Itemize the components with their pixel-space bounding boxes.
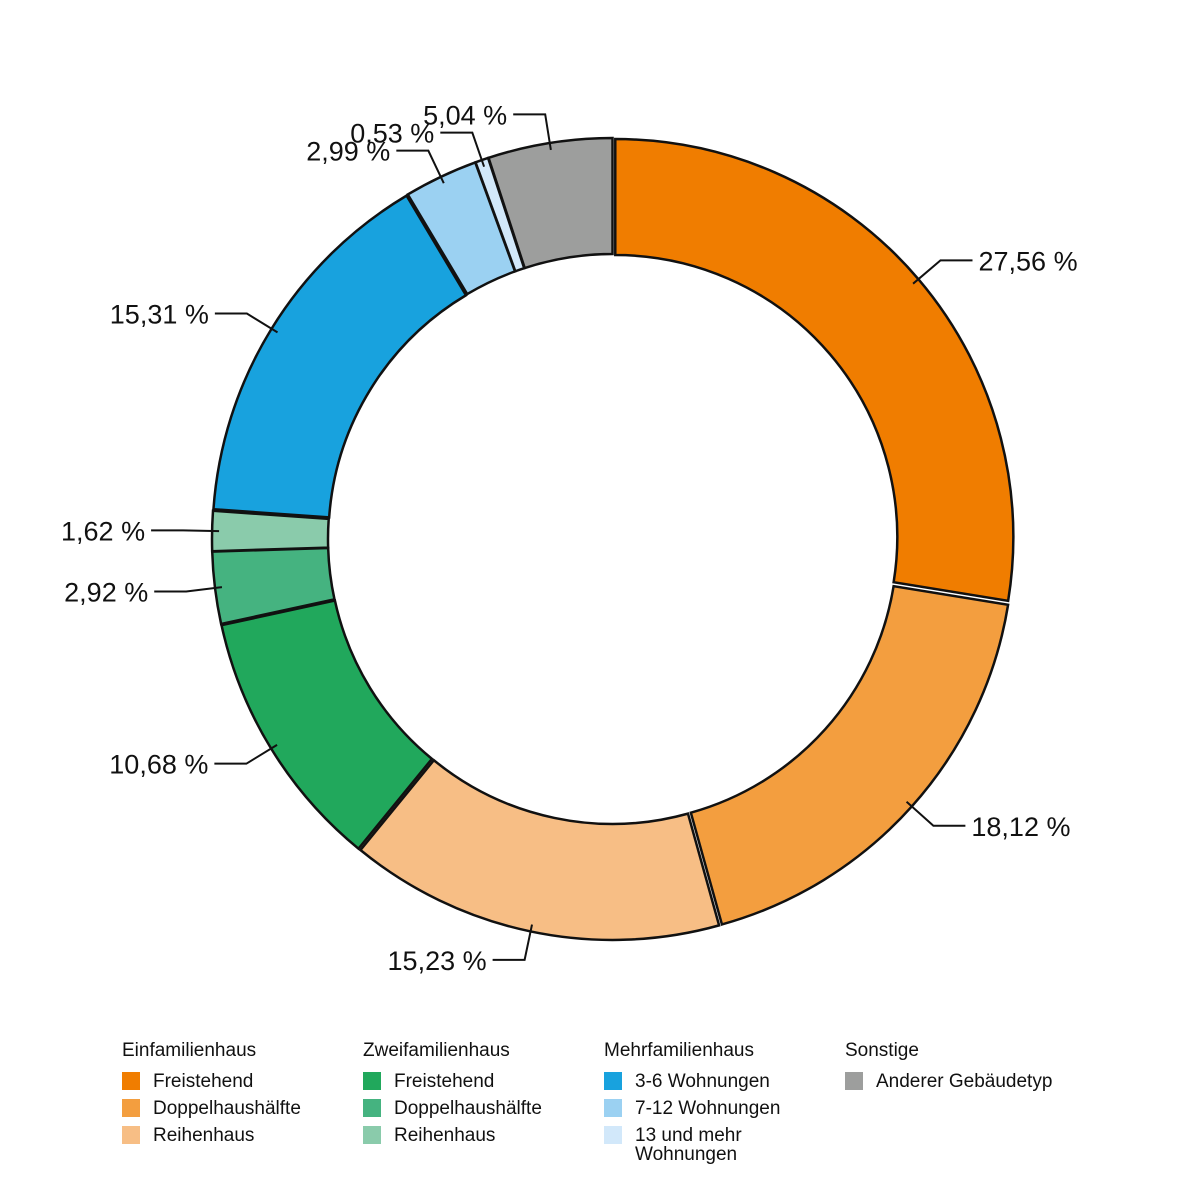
legend-swatch <box>363 1126 381 1144</box>
slice-5 <box>210 509 331 553</box>
leader-line-2 <box>492 924 533 961</box>
data-label-2: 15,23 % <box>388 946 487 976</box>
legend-label: 3-6 Wohnungen <box>635 1071 770 1092</box>
legend-label: Freistehend <box>394 1071 495 1092</box>
legend-group-title: Einfamilienhaus <box>122 1040 257 1061</box>
legend-group-title: Mehrfamilienhaus <box>604 1040 754 1061</box>
legend-label: Doppelhaushälfte <box>394 1098 542 1119</box>
leader-line-5 <box>151 529 220 533</box>
legend-swatch <box>122 1072 140 1090</box>
legend-group: Mehrfamilienhaus 3-6 Wohnungen 7-12 Wohnun… <box>604 1040 845 1172</box>
legend-group: Zweifamilienhaus Freistehend Doppelhaushäl… <box>363 1040 604 1172</box>
legend-group-title: Zweifamilienhaus <box>363 1040 510 1061</box>
data-label-3: 10,68 % <box>109 750 208 780</box>
data-label-9: 5,04 % <box>423 100 507 130</box>
legend-swatch <box>604 1126 622 1144</box>
legend-item: 13 und mehr Wohnungen <box>604 1126 845 1164</box>
legend-group: Sonstige Anderer Gebäudetyp <box>845 1040 1086 1172</box>
data-label-7: 2,99 % <box>306 137 390 167</box>
leader-line-4 <box>154 586 223 593</box>
slice-9 <box>487 136 614 270</box>
legend-label: 13 und mehr Wohnungen <box>635 1125 742 1165</box>
legend-item: Anderer Gebäudetyp <box>845 1072 1086 1091</box>
leader-line-6 <box>214 312 279 334</box>
legend: Einfamilienhaus Freistehend Doppelhaushälf… <box>122 1040 1086 1172</box>
leader-line-3 <box>214 744 278 765</box>
legend-item: Freistehend <box>363 1072 604 1091</box>
legend-swatch <box>604 1099 622 1117</box>
legend-item: Doppelhaushälfte <box>122 1099 363 1118</box>
legend-label: Reihenhaus <box>153 1125 255 1146</box>
slice-0 <box>614 137 1015 603</box>
leader-line-0 <box>912 259 973 285</box>
legend-swatch <box>363 1099 381 1117</box>
leader-line-7 <box>396 149 445 184</box>
legend-swatch <box>122 1099 140 1117</box>
slice-3 <box>220 599 434 851</box>
data-label-0: 27,56 % <box>979 246 1078 276</box>
legend-swatch <box>363 1072 381 1090</box>
legend-group: Einfamilienhaus Freistehend Doppelhaushälf… <box>122 1040 363 1172</box>
data-label-4: 2,92 % <box>64 578 148 608</box>
legend-item: Reihenhaus <box>122 1126 363 1145</box>
legend-item: Freistehend <box>122 1072 363 1091</box>
legend-label: 7-12 Wohnungen <box>635 1098 781 1119</box>
data-label-1: 18,12 % <box>971 812 1070 842</box>
slice-6 <box>212 193 468 519</box>
slice-1 <box>689 584 1010 926</box>
legend-label: Anderer Gebäudetyp <box>876 1071 1053 1092</box>
legend-label: Doppelhaushälfte <box>153 1098 301 1119</box>
donut-chart: 27,56 % 18,12 % 15,23 % 10,68 % 2,92 % 1,62 %… <box>61 100 1078 976</box>
legend-item: Doppelhaushälfte <box>363 1099 604 1118</box>
legend-label: Reihenhaus <box>394 1125 496 1146</box>
data-label-6: 15,31 % <box>110 300 209 330</box>
slice-2 <box>358 758 721 942</box>
leader-line-8 <box>440 131 486 168</box>
legend-swatch <box>122 1126 140 1144</box>
data-label-8: 0,53 % <box>350 119 434 149</box>
data-label-5: 1,62 % <box>61 516 145 546</box>
legend-group-title: Sonstige <box>845 1040 919 1061</box>
legend-swatch <box>604 1072 622 1090</box>
legend-label: Freistehend <box>153 1071 254 1092</box>
legend-item: Reihenhaus <box>363 1126 604 1145</box>
legend-item: 3-6 Wohnungen <box>604 1072 845 1091</box>
legend-item: 7-12 Wohnungen <box>604 1099 845 1118</box>
leader-line-9 <box>513 113 552 151</box>
legend-swatch <box>845 1072 863 1090</box>
leader-line-1 <box>905 801 966 827</box>
